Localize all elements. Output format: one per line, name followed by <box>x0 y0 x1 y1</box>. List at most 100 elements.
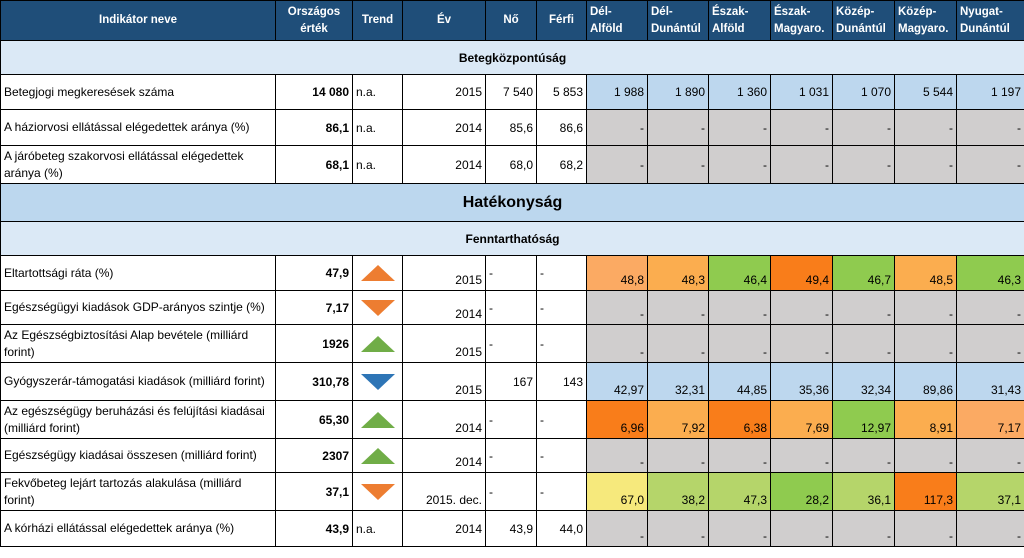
trend-down-triangle-icon <box>360 483 395 500</box>
region-value: 7,17 <box>956 400 1024 439</box>
year-value: 2014 <box>402 290 486 325</box>
header-region: Nyugat- Dunántúl <box>956 0 1024 41</box>
year-value: 2014 <box>402 438 486 473</box>
region-value: - <box>647 324 709 363</box>
region-value: - <box>832 510 895 547</box>
indicator-name: A háziorvosi ellátással elégedettek arán… <box>0 109 276 146</box>
male-value: 68,2 <box>536 145 587 184</box>
region-value: 12,97 <box>832 400 895 439</box>
year-value: 2015. dec. <box>402 472 486 511</box>
trend-down-triangle-icon <box>360 373 395 390</box>
region-value: 1 890 <box>647 74 709 110</box>
header-region: Észak- Alföld <box>708 0 771 41</box>
table-row: A háziorvosi ellátással elégedettek arán… <box>0 109 1024 146</box>
region-value: - <box>956 290 1024 325</box>
region-value: - <box>708 438 771 473</box>
region-value: 117,3 <box>894 472 957 511</box>
header-national-value: Országos érték <box>275 0 353 41</box>
region-value: 42,97 <box>586 362 648 401</box>
region-value: - <box>894 438 957 473</box>
male-value: - <box>536 290 587 325</box>
region-value: - <box>586 290 648 325</box>
region-value: 89,86 <box>894 362 957 401</box>
region-value: 67,0 <box>586 472 648 511</box>
male-value: - <box>536 472 587 511</box>
year-value: 2015 <box>402 362 486 401</box>
year-value: 2015 <box>402 255 486 291</box>
region-value: 47,3 <box>708 472 771 511</box>
indicator-name: A kórházi ellátással elégedettek aránya … <box>0 510 276 547</box>
indicator-name: Betegjogi megkeresések száma <box>0 74 276 110</box>
region-value: 6,96 <box>586 400 648 439</box>
region-value: - <box>770 510 833 547</box>
year-value: 2015 <box>402 324 486 363</box>
region-value: 32,31 <box>647 362 709 401</box>
trend-cell: n.a. <box>352 510 403 547</box>
region-value: - <box>894 145 957 184</box>
female-value: 7 540 <box>485 74 537 110</box>
male-value: 86,6 <box>536 109 587 146</box>
male-value: - <box>536 255 587 291</box>
female-value: - <box>485 400 537 439</box>
header-row: Indikátor neve Országos érték Trend Év Nő… <box>0 0 1024 41</box>
region-value: 31,43 <box>956 362 1024 401</box>
region-value: 1 360 <box>708 74 771 110</box>
region-value: - <box>586 109 648 146</box>
section-row: Betegközpontúság <box>0 40 1024 75</box>
male-value: - <box>536 438 587 473</box>
trend-text: n.a. <box>356 85 377 99</box>
region-value: 35,36 <box>770 362 833 401</box>
region-value: - <box>708 510 771 547</box>
male-value: 143 <box>536 362 587 401</box>
region-value: 44,85 <box>708 362 771 401</box>
region-value: - <box>956 324 1024 363</box>
trend-cell: n.a. <box>352 145 403 184</box>
female-value: 68,0 <box>485 145 537 184</box>
trend-cell <box>352 400 403 439</box>
national-value: 37,1 <box>275 472 353 511</box>
table-row: Egészségügyi kiadások GDP-arányos szintj… <box>0 290 1024 325</box>
region-value: 8,91 <box>894 400 957 439</box>
region-value: 32,34 <box>832 362 895 401</box>
year-value: 2015 <box>402 74 486 110</box>
header-trend: Trend <box>352 0 403 41</box>
region-value: - <box>708 145 771 184</box>
male-value: - <box>536 400 587 439</box>
male-value: 5 853 <box>536 74 587 110</box>
national-value: 7,17 <box>275 290 353 325</box>
table-row: Az Egészségbiztosítási Alap bevétele (mi… <box>0 324 1024 363</box>
region-value: - <box>894 510 957 547</box>
region-value: 7,92 <box>647 400 709 439</box>
table-row: A járóbeteg szakorvosi ellátással eléged… <box>0 145 1024 184</box>
male-value: - <box>536 324 587 363</box>
trend-up-triangle-icon <box>360 447 395 464</box>
year-value: 2014 <box>402 400 486 439</box>
header-female: Nő <box>485 0 537 41</box>
region-value: - <box>832 290 895 325</box>
trend-cell <box>352 362 403 401</box>
region-value: 37,1 <box>956 472 1024 511</box>
national-value: 65,30 <box>275 400 353 439</box>
region-value: - <box>956 438 1024 473</box>
female-value: - <box>485 324 537 363</box>
trend-cell <box>352 290 403 325</box>
region-value: - <box>647 290 709 325</box>
table-row: Gyógyszerár-támogatási kiadások (milliár… <box>0 362 1024 401</box>
region-value: 1 197 <box>956 74 1024 110</box>
year-value: 2014 <box>402 510 486 547</box>
national-value: 14 080 <box>275 74 353 110</box>
national-value: 47,9 <box>275 255 353 291</box>
trend-cell <box>352 472 403 511</box>
trend-cell <box>352 438 403 473</box>
section-row: Hatékonyság <box>0 183 1024 222</box>
region-value: - <box>586 438 648 473</box>
region-value: - <box>770 109 833 146</box>
indicator-name: A járóbeteg szakorvosi ellátással eléged… <box>0 145 276 184</box>
header-region: Közép- Dunántúl <box>832 0 895 41</box>
section-row: Fenntarthatóság <box>0 221 1024 256</box>
region-value: - <box>586 510 648 547</box>
indicator-name: Fekvőbeteg lejárt tartozás alakulása (mi… <box>0 472 276 511</box>
region-value: - <box>956 145 1024 184</box>
region-value: - <box>647 109 709 146</box>
